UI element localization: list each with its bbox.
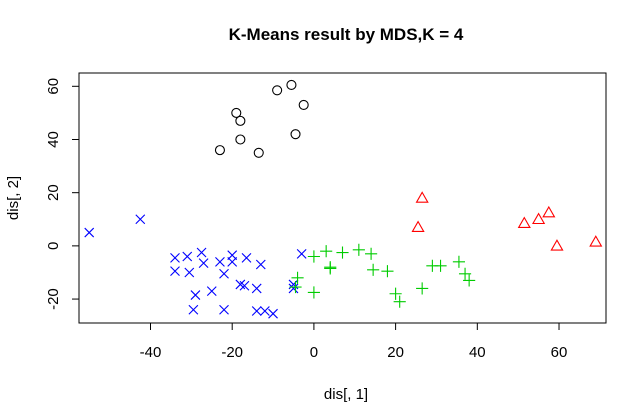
- x-point: [182, 251, 193, 262]
- triangle-point: [411, 220, 425, 233]
- x-tick-label: -40: [140, 344, 162, 361]
- circle-point: [290, 129, 301, 140]
- plus-point: [291, 271, 304, 284]
- x-point: [259, 306, 270, 316]
- plus-point: [307, 250, 320, 263]
- triangle-point: [542, 205, 556, 218]
- circle-point: [235, 134, 246, 145]
- x-point: [251, 306, 262, 316]
- x-point: [239, 280, 250, 291]
- plus-point: [381, 265, 394, 278]
- cluster-4-points: [411, 191, 603, 251]
- plus-point: [352, 243, 365, 256]
- x-point: [196, 247, 207, 258]
- x-tick-label: 0: [310, 344, 318, 361]
- y-tick-label: 0: [45, 242, 62, 250]
- y-axis-label: dis[, 2]: [5, 176, 22, 220]
- plus-point: [320, 245, 333, 258]
- x-point: [198, 258, 209, 269]
- x-point: [219, 304, 229, 315]
- plus-point: [324, 262, 337, 275]
- plus-point: [289, 281, 302, 294]
- x-point: [170, 266, 180, 277]
- data-points: [84, 79, 603, 319]
- plot-frame: [78, 72, 607, 324]
- x-point: [215, 256, 225, 267]
- x-point: [251, 283, 262, 294]
- x-point: [255, 259, 266, 270]
- triangle-point: [517, 216, 531, 229]
- x-axis: -40 -20 0 20 40 60: [140, 322, 568, 361]
- x-point: [241, 252, 252, 263]
- plus-point: [365, 247, 378, 260]
- cluster-2-points: [84, 214, 307, 319]
- chart-title: K-Means result by MDS,K = 4: [229, 25, 464, 44]
- plus-point: [434, 259, 447, 272]
- circle-point: [253, 147, 264, 158]
- x-point: [190, 290, 201, 300]
- x-point: [219, 268, 229, 279]
- triangle-point: [415, 191, 429, 203]
- plus-point: [452, 255, 466, 268]
- plus-point: [416, 282, 429, 295]
- circle-point: [286, 79, 297, 91]
- x-point: [84, 227, 95, 238]
- circle-point: [214, 145, 225, 156]
- y-axis: -20 0 20 40 60: [45, 78, 80, 310]
- plus-point: [307, 286, 320, 299]
- x-point: [135, 214, 146, 225]
- x-point: [206, 286, 217, 296]
- triangle-point: [550, 239, 564, 251]
- x-point: [188, 304, 199, 315]
- plus-point: [458, 267, 472, 280]
- circle-point: [231, 107, 242, 118]
- circle-point: [298, 99, 309, 110]
- x-point: [296, 248, 307, 259]
- x-point: [288, 283, 299, 294]
- x-point: [268, 308, 278, 319]
- plus-point: [463, 274, 476, 287]
- x-tick-label: -20: [221, 344, 243, 361]
- x-tick-label: 20: [387, 344, 404, 361]
- x-axis-label: dis[, 1]: [324, 386, 368, 403]
- circle-point: [272, 85, 283, 96]
- x-tick-label: 60: [551, 344, 568, 361]
- y-tick-label: 60: [45, 78, 62, 95]
- plus-point: [336, 246, 349, 259]
- triangle-point: [532, 212, 546, 225]
- x-point: [227, 256, 238, 267]
- plus-point: [393, 295, 406, 308]
- x-point: [170, 252, 180, 263]
- circle-point: [235, 115, 246, 126]
- x-point: [184, 267, 195, 278]
- y-tick-label: -20: [45, 288, 62, 310]
- x-tick-label: 40: [469, 344, 486, 361]
- y-tick-label: 20: [45, 184, 62, 201]
- cluster-3-points: [289, 243, 476, 308]
- cluster-1-points: [214, 79, 309, 158]
- triangle-point: [589, 235, 603, 247]
- plus-point: [389, 287, 402, 300]
- plus-point: [367, 263, 380, 276]
- y-tick-label: 40: [45, 131, 62, 148]
